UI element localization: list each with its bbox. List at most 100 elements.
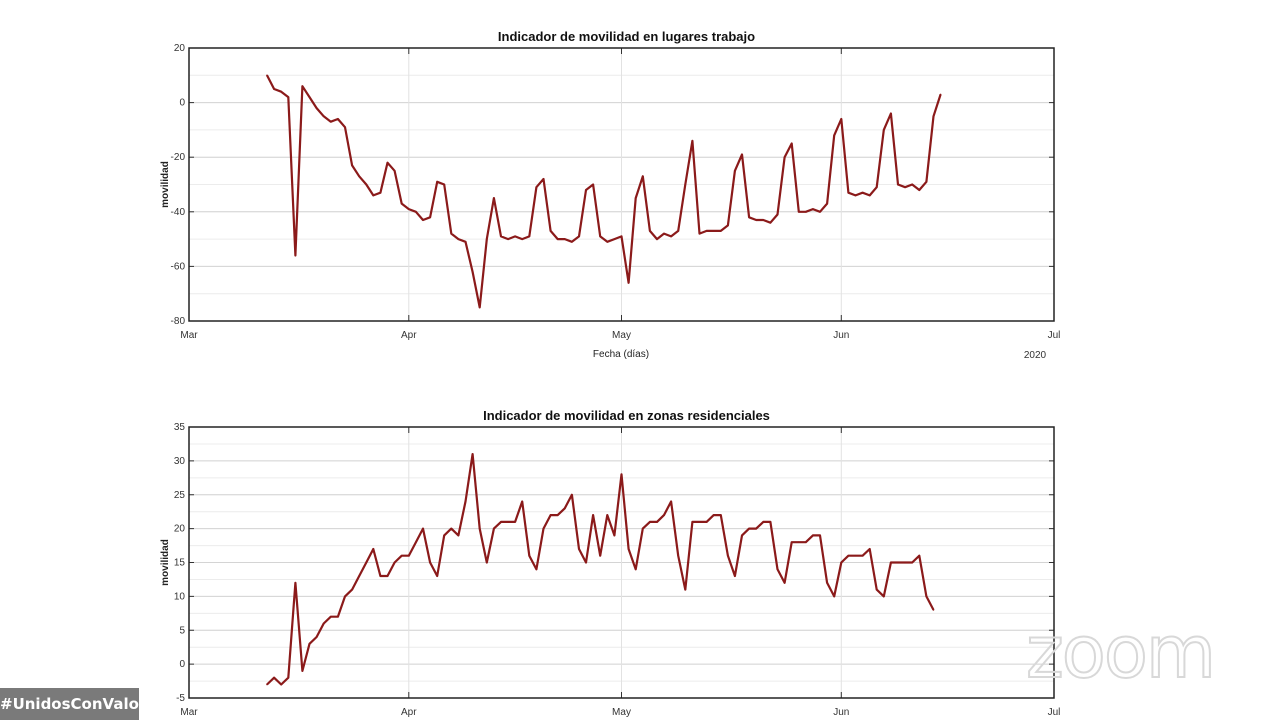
y-tick-label: -80 bbox=[171, 316, 186, 327]
data-point bbox=[351, 588, 353, 591]
data-point bbox=[393, 170, 396, 172]
data-point bbox=[634, 197, 637, 199]
data-point bbox=[797, 541, 800, 543]
data-point bbox=[847, 191, 850, 194]
data-point bbox=[365, 183, 368, 186]
data-point bbox=[337, 118, 339, 120]
data-point bbox=[925, 595, 928, 598]
data-point bbox=[670, 235, 672, 238]
data-point bbox=[556, 238, 559, 240]
x-tick-label: Jul bbox=[1048, 330, 1061, 341]
data-point bbox=[443, 183, 446, 186]
y-tick-label: 0 bbox=[179, 98, 185, 109]
data-point bbox=[755, 219, 758, 221]
data-point bbox=[563, 238, 566, 240]
data-point bbox=[918, 554, 921, 557]
x-tick-label: Jun bbox=[833, 330, 849, 341]
y-tick-label: 10 bbox=[174, 591, 186, 602]
data-point bbox=[422, 219, 424, 221]
data-point bbox=[790, 142, 793, 145]
data-point bbox=[925, 180, 928, 183]
data-point bbox=[748, 216, 750, 219]
data-point bbox=[578, 235, 580, 238]
data-point bbox=[875, 588, 878, 591]
data-point bbox=[734, 575, 736, 577]
data-point bbox=[372, 548, 375, 550]
data-point bbox=[471, 271, 474, 273]
zoom-watermark-logo: zoom bbox=[1025, 609, 1217, 695]
data-point bbox=[528, 554, 531, 557]
data-point bbox=[478, 527, 481, 530]
data-point bbox=[649, 521, 651, 523]
data-point bbox=[429, 216, 431, 219]
data-point bbox=[301, 670, 304, 672]
data-point bbox=[663, 232, 665, 235]
plot-frame bbox=[188, 426, 1055, 699]
x-tick-label: Apr bbox=[401, 707, 417, 718]
data-point bbox=[712, 514, 715, 516]
data-point bbox=[719, 230, 722, 232]
chart-panel-1: -80 -60 -40 -20 0 20 Mar Apr May Jun Jul Indicador … bbox=[160, 29, 1060, 361]
data-point bbox=[592, 514, 594, 516]
y-tick-label: -60 bbox=[171, 261, 186, 272]
data-point bbox=[613, 238, 616, 240]
data-point bbox=[719, 514, 722, 516]
data-point bbox=[776, 213, 779, 216]
data-point bbox=[606, 514, 609, 516]
data-point bbox=[620, 235, 623, 238]
data-point bbox=[805, 211, 807, 213]
data-point bbox=[890, 112, 892, 115]
data-point bbox=[436, 575, 438, 577]
data-point bbox=[883, 595, 885, 598]
data-point bbox=[762, 219, 765, 221]
data-point bbox=[890, 561, 892, 564]
data-point bbox=[500, 235, 502, 238]
data-point bbox=[379, 575, 382, 577]
y-tick-label: -20 bbox=[171, 152, 186, 163]
data-point bbox=[783, 156, 786, 158]
y-tick-label: -5 bbox=[176, 693, 185, 704]
y-tick-label: 20 bbox=[174, 43, 186, 54]
data-point bbox=[500, 521, 502, 523]
data-point bbox=[535, 568, 538, 571]
data-point bbox=[769, 521, 772, 523]
data-point bbox=[407, 554, 410, 557]
data-point bbox=[308, 643, 311, 645]
data-point bbox=[549, 230, 552, 232]
data-point bbox=[627, 281, 630, 284]
data-point bbox=[897, 561, 899, 564]
data-point bbox=[485, 561, 488, 564]
x-axis-label: Fecha (días) bbox=[593, 349, 649, 360]
data-point bbox=[705, 521, 708, 523]
data-point bbox=[932, 609, 935, 611]
data-point bbox=[684, 588, 687, 591]
data-point bbox=[287, 96, 290, 98]
data-point bbox=[287, 676, 290, 679]
data-point bbox=[748, 527, 750, 530]
data-point bbox=[400, 202, 403, 205]
data-point bbox=[358, 575, 360, 577]
data-point bbox=[840, 118, 843, 120]
data-point bbox=[478, 306, 481, 309]
data-point bbox=[273, 676, 275, 679]
x-tick-label: May bbox=[612, 330, 631, 341]
data-point bbox=[493, 527, 495, 530]
data-point bbox=[294, 254, 297, 257]
data-point bbox=[883, 129, 885, 131]
data-point bbox=[797, 211, 800, 213]
data-point bbox=[386, 575, 389, 577]
data-point bbox=[358, 175, 360, 178]
data-point bbox=[450, 527, 453, 530]
data-point bbox=[741, 534, 743, 537]
data-point bbox=[393, 561, 396, 564]
data-point bbox=[422, 527, 424, 530]
data-point bbox=[549, 514, 552, 516]
chart-panel-2: -5 0 5 10 15 20 25 30 35 Mar Apr May Jun Jul Indicador… bbox=[160, 408, 1060, 718]
data-point bbox=[485, 238, 488, 240]
data-point bbox=[939, 93, 942, 96]
data-point bbox=[365, 561, 368, 564]
data-point bbox=[556, 514, 559, 516]
x-tick-label: Mar bbox=[180, 330, 198, 341]
data-point bbox=[464, 500, 467, 503]
